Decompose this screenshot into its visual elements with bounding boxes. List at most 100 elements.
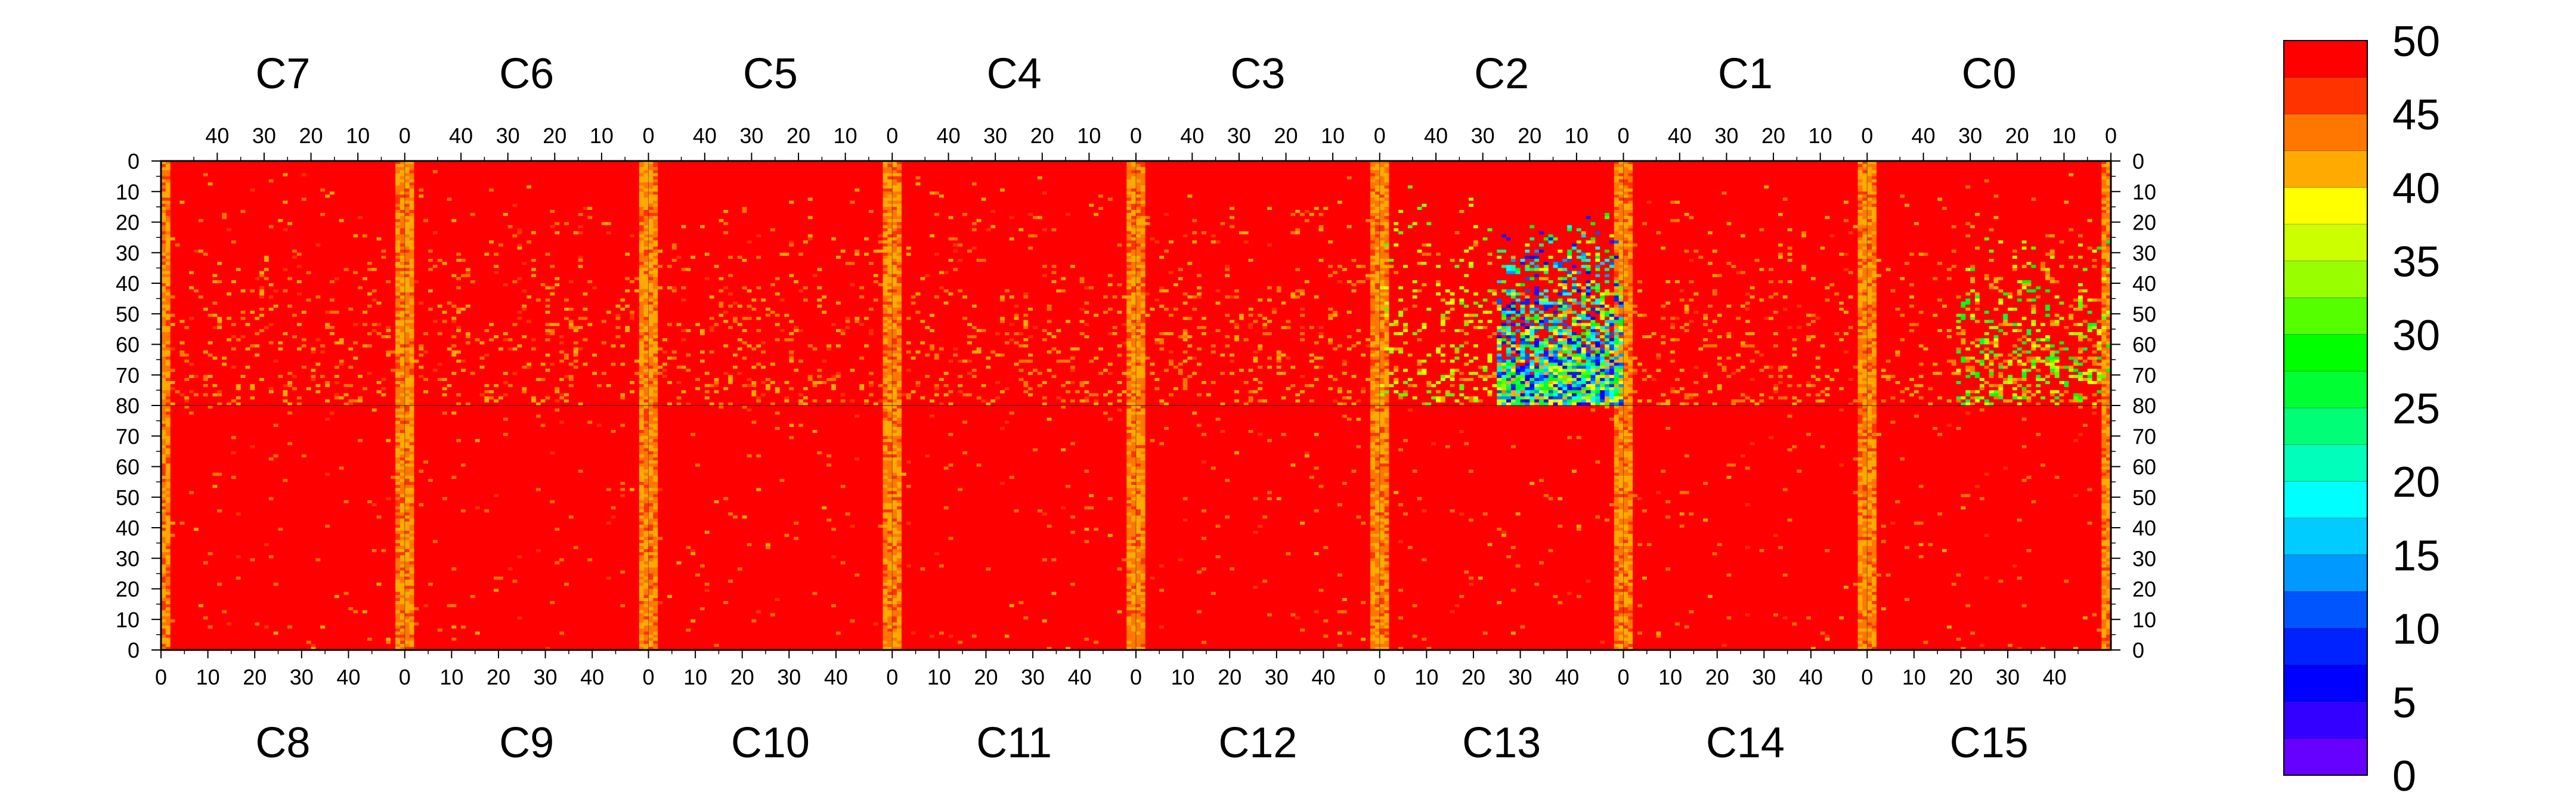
top-tick-label: 40 xyxy=(1912,123,1936,148)
colorbar-segment xyxy=(2284,187,2367,224)
right-tick-label: 10 xyxy=(2132,179,2156,204)
colorbar-segment xyxy=(2284,371,2367,408)
left-tick-label: 10 xyxy=(116,608,140,632)
bottom-tick-label: 10 xyxy=(1658,665,1682,689)
top-tick-label: 0 xyxy=(886,123,898,148)
colorbar-segment xyxy=(2284,628,2367,665)
chip-label-bottom: C10 xyxy=(731,719,810,767)
left-tick-label: 10 xyxy=(116,179,140,204)
left-tick-label: 80 xyxy=(116,394,140,418)
bottom-tick-label: 20 xyxy=(1218,665,1241,689)
left-tick-label: 0 xyxy=(128,149,140,174)
colorbar-segment xyxy=(2284,481,2367,518)
colorbar-tick-label: 5 xyxy=(2392,679,2416,727)
top-tick-label: 10 xyxy=(2052,123,2076,148)
bottom-tick-label: 20 xyxy=(1705,665,1729,689)
top-tick-label: 20 xyxy=(1274,123,1298,148)
top-tick-label: 10 xyxy=(1565,123,1589,148)
chip-label-bottom: C9 xyxy=(499,719,554,767)
bottom-tick-label: 30 xyxy=(1265,665,1289,689)
right-tick-label: 80 xyxy=(2132,394,2156,418)
left-tick-label: 50 xyxy=(116,302,140,326)
top-tick-label: 20 xyxy=(299,123,323,148)
bottom-tick-label: 10 xyxy=(1171,665,1195,689)
colorbar-tick-label: 0 xyxy=(2392,753,2416,800)
top-tick-label: 20 xyxy=(1030,123,1054,148)
bottom-tick-label: 20 xyxy=(730,665,754,689)
right-tick-label: 20 xyxy=(2132,210,2156,235)
chip-label-bottom: C11 xyxy=(976,719,1052,767)
bottom-tick-label: 10 xyxy=(683,665,707,689)
bottom-tick-label: 30 xyxy=(1021,665,1045,689)
colorbar-segment xyxy=(2284,592,2367,628)
top-tick-label: 40 xyxy=(205,123,229,148)
colorbar-segment xyxy=(2284,261,2367,298)
top-tick-label: 20 xyxy=(1518,123,1541,148)
chip-label-top: C1 xyxy=(1718,50,1773,98)
top-tick-label: 30 xyxy=(252,123,276,148)
right-tick-label: 30 xyxy=(2132,546,2156,571)
left-tick-label: 30 xyxy=(116,546,140,571)
top-tick-label: 30 xyxy=(1958,123,1982,148)
chip-label-top: C3 xyxy=(1230,50,1285,98)
colorbar-segment xyxy=(2284,335,2367,371)
colorbar-tick-label: 25 xyxy=(2392,385,2440,433)
top-tick-label: 30 xyxy=(983,123,1007,148)
right-tick-label: 0 xyxy=(2132,149,2144,174)
bottom-tick-label: 20 xyxy=(1462,665,1485,689)
bottom-tick-label: 10 xyxy=(1902,665,1926,689)
chip-label-top: C5 xyxy=(743,50,798,98)
bottom-tick-label: 40 xyxy=(2043,665,2067,689)
top-tick-label: 40 xyxy=(1668,123,1692,148)
bottom-tick-label: 30 xyxy=(534,665,558,689)
bottom-tick-label: 30 xyxy=(290,665,314,689)
right-tick-label: 0 xyxy=(2132,638,2144,662)
colorbar-segment xyxy=(2284,41,2367,78)
top-tick-label: 40 xyxy=(1424,123,1448,148)
colorbar-segment xyxy=(2284,408,2367,445)
bottom-tick-label: 40 xyxy=(1311,665,1335,689)
top-tick-label: 10 xyxy=(1809,123,1832,148)
left-tick-label: 70 xyxy=(116,363,140,388)
colorbar-segment xyxy=(2284,518,2367,555)
bottom-tick-label: 40 xyxy=(1799,665,1823,689)
left-tick-label: 60 xyxy=(116,455,140,479)
top-tick-label: 30 xyxy=(1471,123,1495,148)
right-tick-label: 60 xyxy=(2132,333,2156,357)
bottom-tick-label: 10 xyxy=(1414,665,1438,689)
colorbar-segment xyxy=(2284,665,2367,702)
chip-label-bottom: C15 xyxy=(1950,719,2029,767)
left-tick-label: 50 xyxy=(116,485,140,510)
chip-label-top: C6 xyxy=(499,50,554,98)
bottom-tick-label: 20 xyxy=(1949,665,1973,689)
bottom-tick-label: 0 xyxy=(399,665,411,689)
colorbar-tick-label: 35 xyxy=(2392,239,2440,286)
colorbar-tick-label: 45 xyxy=(2392,91,2440,139)
right-tick-label: 70 xyxy=(2132,363,2156,388)
chip-label-bottom: C12 xyxy=(1218,719,1297,767)
bottom-tick-label: 0 xyxy=(1374,665,1386,689)
right-tick-label: 40 xyxy=(2132,516,2156,540)
top-tick-label: 30 xyxy=(739,123,763,148)
chip-label-bottom: C13 xyxy=(1462,719,1541,767)
top-tick-label: 0 xyxy=(1617,123,1629,148)
top-tick-label: 10 xyxy=(1321,123,1345,148)
chip-label-top: C0 xyxy=(1962,50,2017,98)
colorbar-tick-label: 40 xyxy=(2392,165,2440,212)
right-tick-label: 60 xyxy=(2132,455,2156,479)
chip-label-bottom: C14 xyxy=(1706,719,1785,767)
bottom-tick-label: 30 xyxy=(777,665,801,689)
left-tick-label: 40 xyxy=(116,516,140,540)
right-tick-label: 70 xyxy=(2132,424,2156,448)
top-tick-label: 40 xyxy=(937,123,961,148)
colorbar-segment xyxy=(2284,78,2367,114)
colorbar-tick-label: 10 xyxy=(2392,606,2440,654)
chip-label-top: C4 xyxy=(987,50,1042,98)
bottom-tick-label: 20 xyxy=(243,665,267,689)
colorbar-segment xyxy=(2284,555,2367,592)
bottom-tick-label: 40 xyxy=(336,665,360,689)
chip-labels-top: C7 C6 C5 C4 C3 C2 C1 C0 xyxy=(255,50,2016,98)
